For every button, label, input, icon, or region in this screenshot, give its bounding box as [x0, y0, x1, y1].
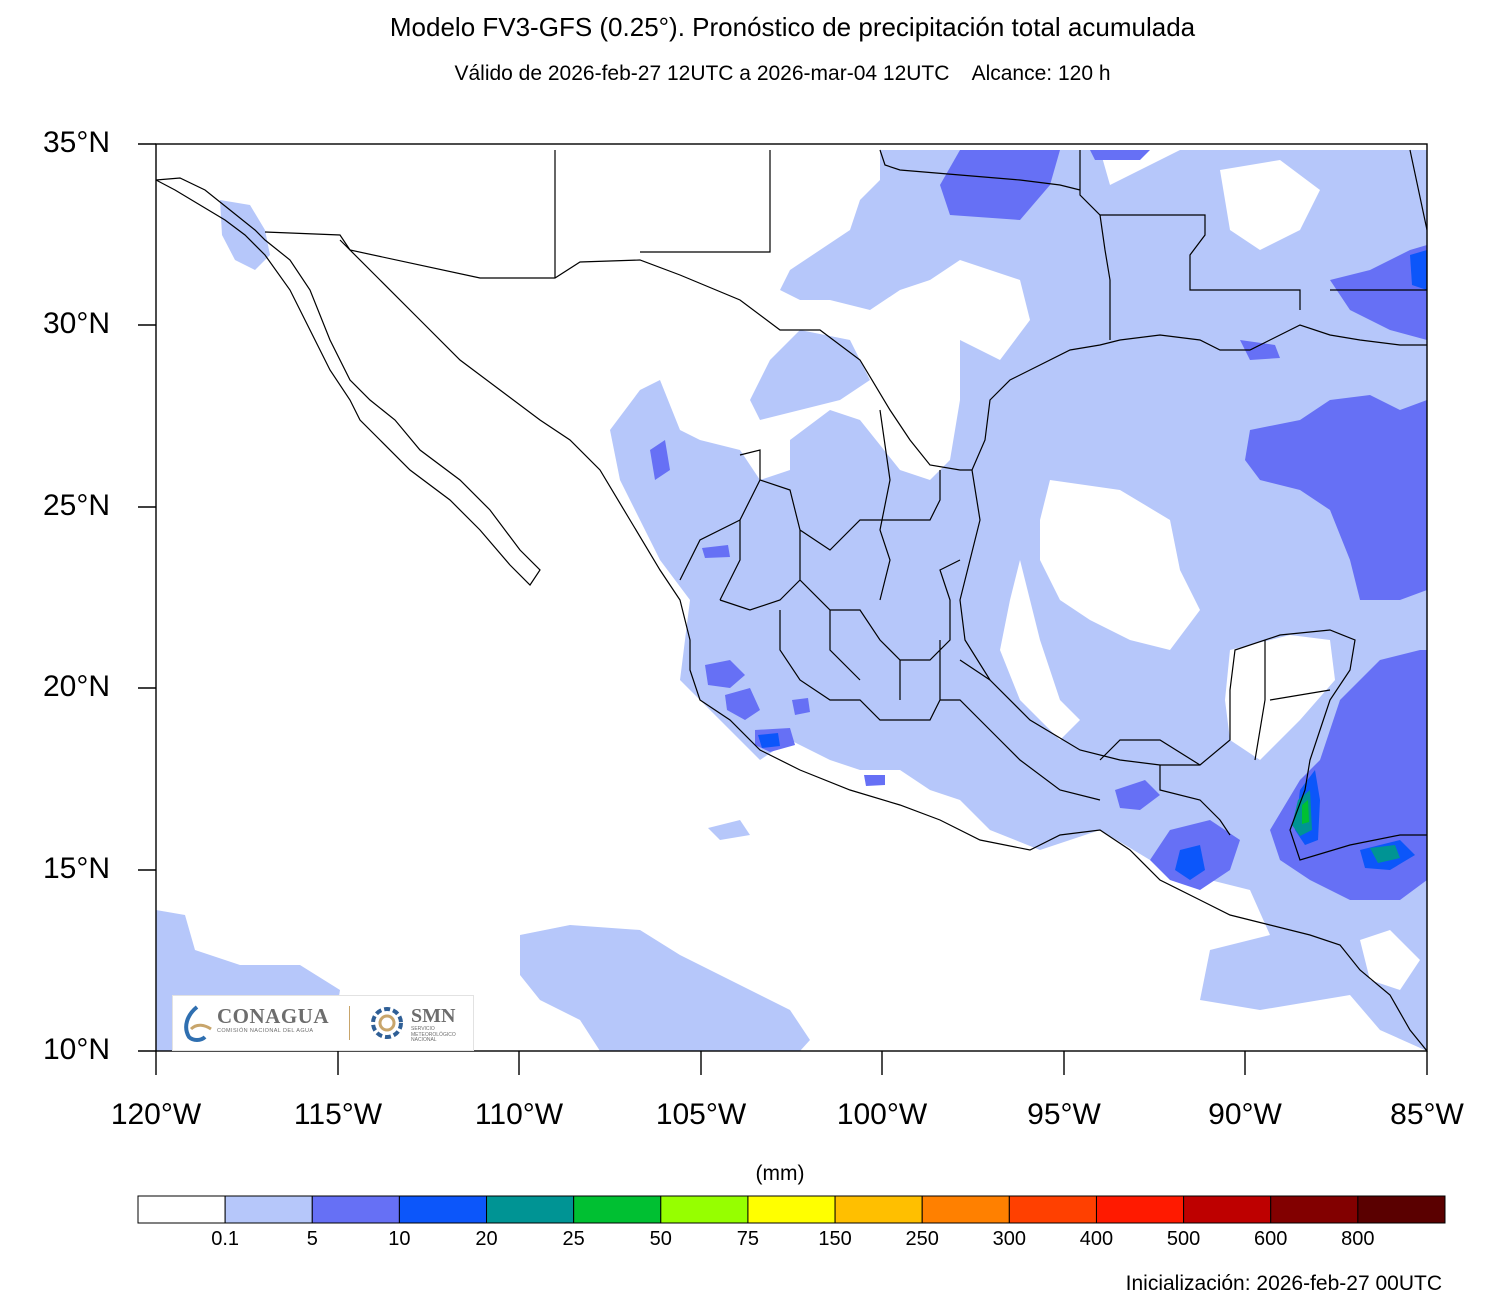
- map-subtitle: Válido de 2026-feb-27 12UTC a 2026-mar-0…: [454, 62, 1111, 85]
- colorbar-swatch: [573, 1195, 662, 1224]
- colorbar-tick-label: 300: [992, 1228, 1027, 1250]
- colorbar-swatch: [660, 1195, 749, 1224]
- colorbar-tick-label: 25: [562, 1228, 585, 1250]
- colorbar-tick-label: 150: [818, 1228, 852, 1250]
- logo-divider: [349, 1006, 350, 1040]
- coastlines: [156, 149, 1427, 1051]
- colorbar-swatch: [224, 1195, 313, 1224]
- initialization-time: Inicialización: 2026-feb-27 00UTC: [1125, 1272, 1442, 1295]
- colorbar-tick-label: 50: [649, 1228, 672, 1250]
- colorbar-tick-label: 500: [1166, 1228, 1201, 1250]
- colorbar-swatch: [137, 1195, 226, 1224]
- colorbar-tick-label: 75: [736, 1228, 760, 1250]
- lon-label-105w: 105°W: [655, 1098, 747, 1131]
- lon-label-90w: 90°W: [1208, 1098, 1282, 1131]
- colorbar-swatch: [1183, 1195, 1272, 1224]
- colorbar-tick-label: 250: [905, 1228, 939, 1250]
- colorbar-tick-label: 400: [1079, 1228, 1114, 1250]
- colorbar-swatch: [834, 1195, 923, 1224]
- precip-band-25: [1302, 800, 1309, 824]
- map-frame: [155, 143, 1428, 1052]
- smn-logo-icon: [371, 1007, 403, 1039]
- colorbar-swatch: [311, 1195, 400, 1224]
- precip-band-0-1: [156, 150, 1427, 1051]
- axis-ticks: [138, 143, 1428, 1075]
- map-title: Modelo FV3-GFS (0.25°). Pronóstico de pr…: [389, 12, 1196, 42]
- smn-logo-subtext: SERVICIO METEOROLÓGICO NACIONAL: [411, 1026, 456, 1043]
- lon-label-85w: 85°W: [1390, 1098, 1464, 1131]
- colorbar-tick-label: 10: [388, 1228, 411, 1250]
- lat-label-15: 15°N: [42, 852, 110, 885]
- colorbar-swatch: [1095, 1195, 1185, 1224]
- lat-label-25: 25°N: [42, 489, 110, 522]
- colorbar-units: (mm): [755, 1162, 805, 1185]
- lat-label-35: 35°N: [42, 126, 110, 159]
- colorbar-tick-label: 20: [475, 1228, 498, 1250]
- logo-panel: CONAGUA COMISIÓN NACIONAL DEL AGUA SMN S…: [172, 995, 474, 1051]
- lon-label-100w: 100°W: [836, 1098, 928, 1131]
- conagua-logo-text: CONAGUA: [217, 1004, 329, 1028]
- lon-label-120w: 120°W: [110, 1098, 202, 1131]
- colorbar-swatch: [1357, 1195, 1446, 1224]
- conagua-logo-icon: [184, 1005, 212, 1042]
- colorbar-swatch: [398, 1195, 488, 1224]
- colorbar: [137, 1195, 1446, 1224]
- smn-logo-text: SMN: [411, 1005, 456, 1027]
- colorbar-swatch: [486, 1195, 575, 1224]
- colorbar-tick-label: 0.1: [211, 1228, 240, 1250]
- lat-label-10: 10°N: [42, 1033, 110, 1066]
- colorbar-swatch: [1008, 1195, 1097, 1224]
- precip-fields: [156, 150, 1427, 1051]
- colorbar-tick-label: 600: [1254, 1228, 1288, 1250]
- colorbar-swatch: [747, 1195, 836, 1224]
- colorbar-tick-label: 800: [1341, 1228, 1375, 1250]
- lat-label-20: 20°N: [42, 670, 110, 703]
- colorbar-tick-label: 5: [306, 1228, 318, 1250]
- colorbar-swatch: [1270, 1195, 1359, 1224]
- lon-label-115w: 115°W: [293, 1098, 383, 1131]
- conagua-logo-subtext: COMISIÓN NACIONAL DEL AGUA: [217, 1028, 314, 1034]
- lat-label-30: 30°N: [42, 307, 110, 340]
- colorbar-swatch: [921, 1195, 1010, 1224]
- precip-band-none: [900, 160, 1420, 990]
- lon-label-110w: 110°W: [474, 1098, 564, 1131]
- lon-label-95w: 95°W: [1027, 1098, 1101, 1131]
